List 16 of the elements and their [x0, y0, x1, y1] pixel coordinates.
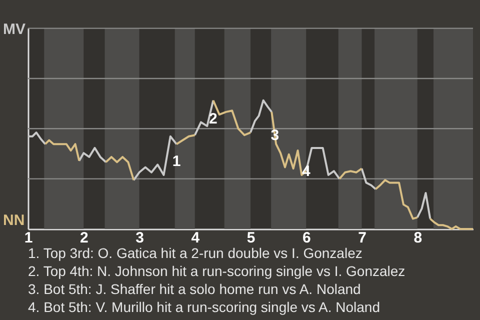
text: 4. Bot 5th: V. Murillo hit a run-scoring single vs A. Noland — [28, 298, 381, 316]
x-tick-label: 8 — [414, 230, 422, 246]
x-tick-label: 4 — [191, 230, 200, 246]
x-tick-label: 6 — [302, 230, 311, 246]
x-tick-label: 5 — [246, 230, 256, 246]
x-tick-label: 3 — [136, 230, 144, 246]
text: 2. Top 4th: N. Johnson hit a run-scoring single vs I. Gonzalez — [28, 262, 406, 280]
text: MV — [3, 21, 26, 38]
text: NN — [3, 212, 25, 229]
annotation: 1 — [172, 152, 181, 170]
text: 1. Top 3rd: O. Gatica hit a 2-run double vs I. Gonzalez — [28, 244, 364, 262]
x-tick-label: 7 — [358, 230, 366, 246]
annotation: 2 — [209, 110, 218, 128]
x-tick-label: 1 — [24, 230, 33, 246]
text: 3. Bot 5th: J. Shaffer hit a solo home run vs A. Noland — [28, 280, 362, 298]
x-tick-label: 2 — [80, 230, 88, 246]
